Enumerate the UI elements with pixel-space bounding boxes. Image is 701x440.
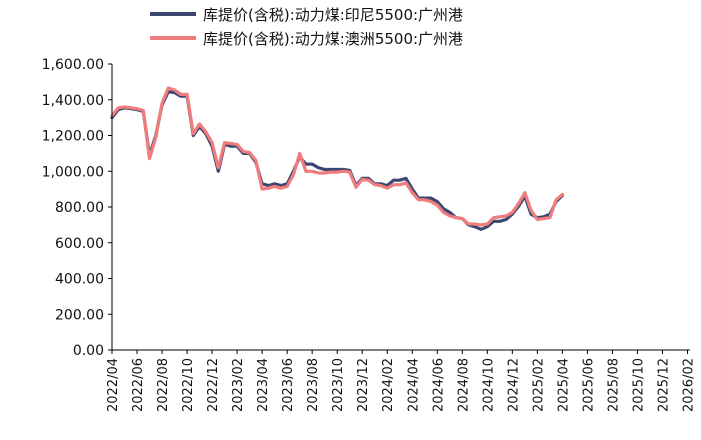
chart-legend: 库提价(含税):动力煤:印尼5500:广州港 库提价(含税):动力煤:澳洲550… bbox=[150, 6, 463, 48]
x-tick-label: 2023/06 bbox=[281, 358, 296, 412]
series-line-indonesia bbox=[110, 90, 564, 231]
legend-label-indonesia: 库提价(含税):动力煤:印尼5500:广州港 bbox=[203, 6, 463, 24]
x-tick-label: 2023/04 bbox=[256, 358, 271, 412]
y-tick-label: 1,200.00 bbox=[42, 129, 104, 145]
legend-label-australia: 库提价(含税):动力煤:澳洲5500:广州港 bbox=[203, 30, 463, 48]
x-tick-label: 2025/12 bbox=[656, 358, 671, 412]
x-tick-label: 2023/08 bbox=[306, 358, 321, 412]
x-tick-label: 2024/04 bbox=[406, 358, 421, 412]
x-tick-label: 2022/04 bbox=[106, 358, 121, 412]
x-tick-label: 2024/06 bbox=[431, 358, 446, 412]
x-tick-label: 2025/10 bbox=[631, 358, 646, 412]
series-line-australia bbox=[110, 86, 564, 227]
x-tick-label: 2024/12 bbox=[506, 358, 521, 412]
y-tick-label: 600.00 bbox=[55, 236, 104, 252]
series-layer bbox=[110, 86, 564, 231]
x-tick-label: 2024/10 bbox=[481, 358, 496, 412]
y-axis-ticks: 0.00 200.00 400.00 600.00 800.00 1,000.00 1,20… bbox=[42, 57, 112, 359]
x-tick-label: 2022/12 bbox=[206, 358, 221, 412]
x-tick-label: 2023/10 bbox=[331, 358, 346, 412]
x-tick-label: 2024/02 bbox=[381, 358, 396, 412]
x-tick-label: 2022/06 bbox=[131, 358, 146, 412]
y-tick-label: 200.00 bbox=[55, 307, 104, 323]
x-tick-label: 2023/02 bbox=[231, 358, 246, 412]
y-tick-label: 400.00 bbox=[55, 272, 104, 288]
x-tick-label: 2024/08 bbox=[456, 358, 471, 412]
y-tick-label: 800.00 bbox=[55, 200, 104, 216]
x-tick-label: 2025/08 bbox=[606, 358, 621, 412]
x-tick-label: 2025/02 bbox=[531, 358, 546, 412]
y-tick-label: 0.00 bbox=[73, 343, 104, 359]
y-tick-label: 1,000.00 bbox=[42, 164, 104, 180]
x-tick-label: 2025/06 bbox=[581, 358, 596, 412]
y-tick-label: 1,600.00 bbox=[42, 57, 104, 73]
x-tick-label: 2022/10 bbox=[181, 358, 196, 412]
x-tick-label: 2025/04 bbox=[556, 358, 571, 412]
y-tick-label: 1,400.00 bbox=[42, 93, 104, 109]
x-axis-ticks: 2022/04 2022/06 2022/08 2022/10 2022/12 2023/… bbox=[106, 350, 696, 412]
x-tick-label: 2026/02 bbox=[681, 358, 696, 412]
x-tick-label: 2023/12 bbox=[356, 358, 371, 412]
x-tick-label: 2022/08 bbox=[156, 358, 171, 412]
